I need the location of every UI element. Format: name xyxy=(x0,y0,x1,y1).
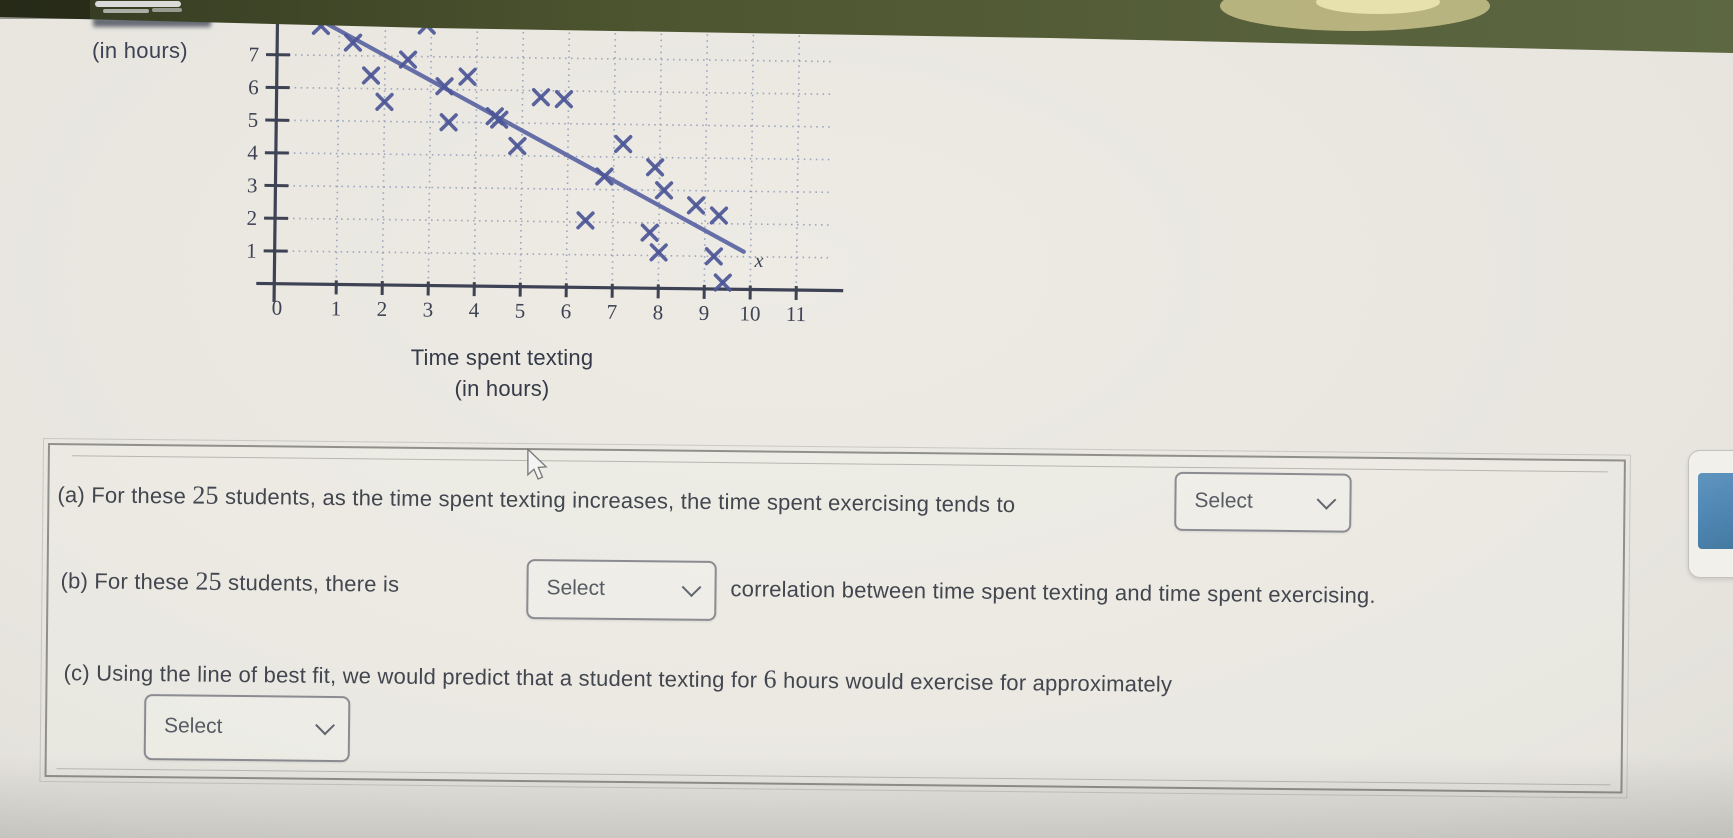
question-a-number: 25 xyxy=(192,480,219,510)
svg-text:3: 3 xyxy=(423,297,434,321)
svg-text:4: 4 xyxy=(469,298,480,322)
question-b-select[interactable]: Select xyxy=(526,559,717,622)
side-toolbar-card xyxy=(1688,450,1733,578)
svg-text:6: 6 xyxy=(248,75,259,99)
question-c-select-label: Select xyxy=(163,714,223,738)
svg-text:5: 5 xyxy=(515,299,526,323)
white-scribble xyxy=(152,8,182,12)
question-b-select-label: Select xyxy=(546,576,606,600)
x-axis-title-line2: (in hours) xyxy=(454,376,550,401)
x-axis-title-line1: Time spent texting xyxy=(410,345,594,370)
svg-text:x: x xyxy=(753,250,763,272)
svg-text:2: 2 xyxy=(377,297,388,321)
chevron-down-icon xyxy=(681,577,702,598)
svg-text:9: 9 xyxy=(699,301,710,325)
question-c-select[interactable]: Select xyxy=(143,694,351,763)
svg-text:4: 4 xyxy=(247,141,258,165)
svg-text:7: 7 xyxy=(248,42,259,66)
glare-spot-bright xyxy=(1316,0,1440,14)
x-axis-title: Time spent texting (in hours) xyxy=(372,342,632,404)
svg-text:2: 2 xyxy=(246,206,257,230)
svg-text:1: 1 xyxy=(246,239,257,263)
svg-text:6: 6 xyxy=(561,299,572,323)
question-b-label: (b) xyxy=(60,568,89,594)
svg-text:7: 7 xyxy=(607,300,618,324)
photo-top-band xyxy=(0,0,1733,53)
svg-text:11: 11 xyxy=(786,302,807,326)
svg-text:1: 1 xyxy=(331,296,342,320)
svg-text:8: 8 xyxy=(653,300,664,324)
question-c-segment: Using the line of best fit, we would pre… xyxy=(96,660,758,693)
side-blue-button[interactable] xyxy=(1698,473,1733,549)
question-c-segment: hours would exercise for approximately xyxy=(782,667,1173,697)
question-b-number: 25 xyxy=(195,566,222,596)
question-a-text: (a) For these 25 students, as the time s… xyxy=(57,479,1015,520)
svg-text:5: 5 xyxy=(248,108,259,132)
question-b-text: (b) For these 25 students, there is xyxy=(60,565,399,600)
white-scribble xyxy=(103,9,149,13)
question-b-segment: correlation between time spent texting a… xyxy=(730,576,1376,608)
question-panel: (a) For these 25 students, as the time s… xyxy=(39,437,1631,799)
band-dark-corner xyxy=(0,0,90,19)
question-a-select[interactable]: Select xyxy=(1174,471,1352,533)
question-c-text: (c) Using the line of best fit, we would… xyxy=(63,657,1172,700)
question-a-segment: students, as the time spent texting incr… xyxy=(224,483,1016,518)
chevron-down-icon xyxy=(1316,489,1337,510)
question-a-select-label: Select xyxy=(1194,488,1253,513)
question-c-label: (c) xyxy=(63,660,90,686)
chevron-down-icon xyxy=(315,715,335,736)
svg-text:0: 0 xyxy=(272,296,283,320)
y-axis-title: (in hours) xyxy=(92,38,188,63)
question-b-segment: students, there is xyxy=(227,569,400,597)
clipped-axis-title-smudge xyxy=(93,17,211,27)
svg-text:3: 3 xyxy=(247,173,258,197)
question-a-segment: For these xyxy=(91,482,187,509)
question-b-segment: For these xyxy=(94,568,190,595)
question-a-label: (a) xyxy=(57,482,86,508)
white-scribble xyxy=(95,1,181,7)
mouse-cursor-icon xyxy=(527,448,548,480)
question-c-number: 6 xyxy=(763,664,777,694)
svg-text:10: 10 xyxy=(739,301,760,325)
question-b-text-after: correlation between time spent texting a… xyxy=(730,574,1376,611)
